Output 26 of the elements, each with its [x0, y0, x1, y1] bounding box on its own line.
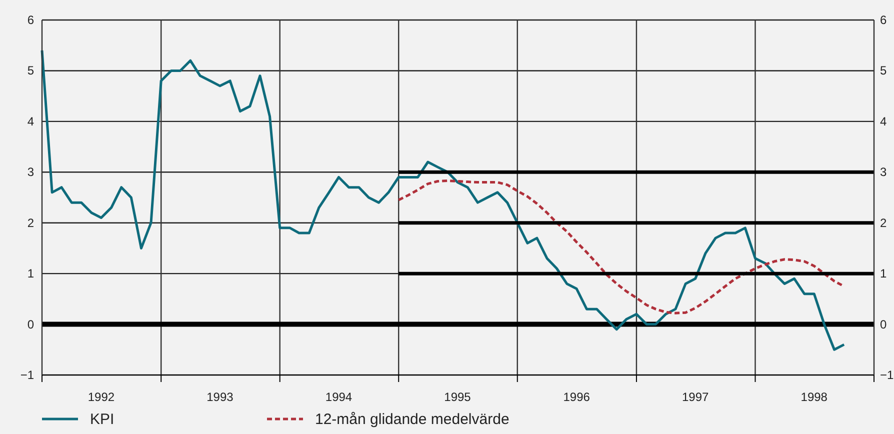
- y-tick-label: 6: [27, 13, 34, 27]
- y-tick-label: 1: [27, 266, 34, 281]
- y2-tick-label: 1: [880, 266, 887, 281]
- x-tick-label: 1993: [206, 390, 234, 404]
- y2-tick-label: 0: [880, 317, 887, 332]
- y-tick-label: 4: [27, 114, 34, 128]
- y-tick-label: 2: [27, 216, 34, 230]
- y2-tick-label: −1: [880, 368, 894, 382]
- x-tick-label: 1994: [325, 390, 352, 404]
- line-series: [40, 49, 846, 351]
- y2-tick-label: 4: [880, 114, 887, 128]
- y2-tick-label: 3: [880, 165, 887, 180]
- y2-tick-label: 6: [880, 13, 887, 27]
- x-tick-label: 1995: [444, 390, 472, 404]
- x-tick-label: 1996: [563, 390, 590, 404]
- y-tick-label: 0: [27, 317, 34, 332]
- y2-tick-label: 5: [880, 64, 887, 78]
- y2-tick-label: 2: [880, 216, 887, 230]
- y-tick-label: 5: [27, 64, 34, 78]
- legend-label: KPI: [90, 411, 114, 428]
- x-tick-label: 1997: [682, 390, 710, 404]
- y-tick-label: −1: [20, 368, 34, 382]
- y-tick-label: 3: [27, 165, 34, 180]
- x-tick-label: 1998: [800, 390, 828, 404]
- legend-label: 12-mån glidande medelvärde: [315, 411, 510, 428]
- x-tick-label: 1992: [88, 390, 115, 404]
